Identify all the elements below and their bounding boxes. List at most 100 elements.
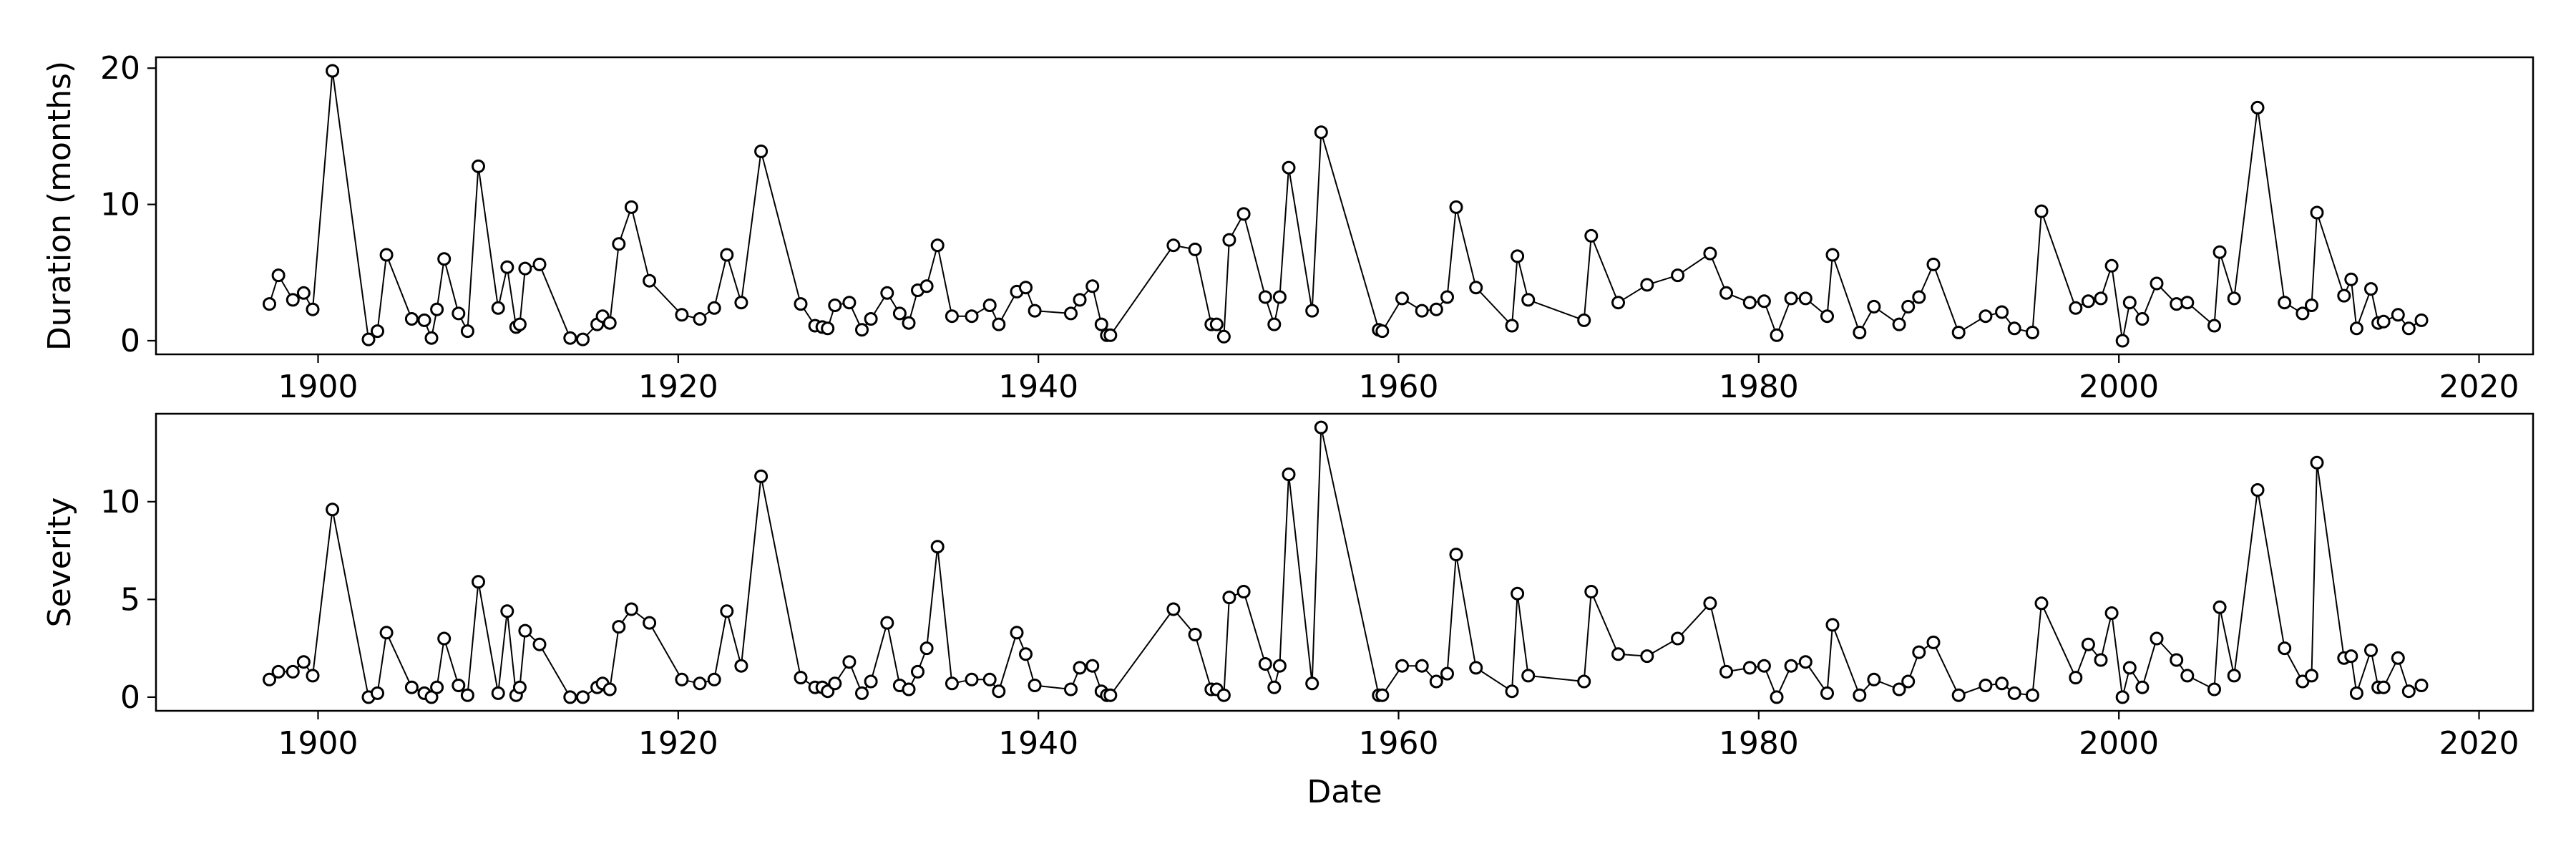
data-point: [864, 312, 878, 326]
x-tick-label: 1960: [1359, 725, 1439, 762]
data-point: [624, 602, 638, 616]
x-tick-label: 1920: [638, 369, 718, 405]
data-point: [532, 257, 547, 271]
data-point: [1449, 200, 1463, 214]
data-point: [693, 312, 707, 326]
data-point: [2104, 258, 2119, 273]
data-point: [1784, 659, 1798, 673]
data-point: [430, 680, 444, 694]
data-point: [1577, 313, 1591, 327]
data-point: [1770, 328, 1784, 342]
data-point: [1798, 655, 1813, 669]
data-point: [1216, 329, 1231, 344]
data-point: [1188, 628, 1202, 641]
data-point: [2025, 688, 2039, 702]
data-point: [675, 672, 689, 686]
data-point: [1103, 688, 1118, 702]
data-point: [864, 674, 878, 689]
data-point: [437, 631, 452, 646]
data-point: [2170, 653, 2184, 667]
data-point: [1901, 299, 1916, 314]
data-point: [2227, 669, 2241, 683]
y-tick-label: 20: [100, 50, 140, 87]
data-point: [2122, 296, 2137, 310]
data-point: [1258, 657, 1272, 671]
data-point: [286, 293, 300, 307]
data-point: [326, 64, 340, 78]
data-point: [1742, 661, 1757, 675]
data-point: [2135, 680, 2150, 694]
data-point: [2180, 296, 2195, 310]
data-point: [1395, 291, 1409, 306]
data-point: [1019, 647, 1033, 661]
data-point: [624, 200, 638, 214]
data-point: [460, 688, 474, 702]
data-point: [911, 664, 924, 679]
data-point: [306, 669, 320, 683]
data-point: [2150, 276, 2164, 291]
y-tick-label: 0: [120, 679, 140, 716]
data-point: [1703, 596, 1717, 611]
data-point: [1742, 296, 1757, 310]
data-point: [1979, 679, 1993, 692]
data-point: [734, 296, 748, 310]
data-point: [1236, 585, 1251, 598]
data-point: [1719, 286, 1733, 300]
data-point: [855, 686, 869, 700]
data-point: [2150, 631, 2164, 646]
data-point: [286, 664, 300, 679]
data-point: [452, 679, 466, 692]
data-point: [1511, 586, 1525, 601]
data-point: [2207, 682, 2221, 697]
data-point: [965, 309, 979, 324]
data-point: [576, 332, 590, 346]
x-tick-label: 2000: [2079, 725, 2159, 762]
data-point: [2212, 600, 2227, 614]
data-point: [563, 331, 577, 345]
data-point: [1073, 661, 1087, 675]
data-point: [1577, 674, 1591, 689]
data-point: [1166, 602, 1181, 616]
data-point: [2115, 334, 2129, 348]
data-point: [2349, 686, 2363, 700]
data-point: [1019, 281, 1033, 295]
y-axis-label: Severity: [42, 498, 78, 628]
data-point: [1085, 659, 1100, 673]
data-point: [1867, 299, 1881, 314]
data-point: [1282, 467, 1296, 482]
data-point: [1216, 688, 1231, 702]
data-point: [2344, 649, 2358, 664]
data-point: [693, 676, 707, 691]
x-axis-label: Date: [1307, 774, 1382, 810]
data-point: [828, 676, 842, 691]
y-axis-label: Duration (months): [42, 61, 78, 351]
data-point: [675, 308, 689, 322]
data-point: [437, 252, 452, 266]
data-point: [902, 316, 916, 330]
data-point: [417, 313, 431, 327]
data-point: [576, 690, 590, 704]
data-point: [2364, 282, 2378, 296]
data-point: [2344, 272, 2358, 286]
data-point: [2025, 326, 2039, 339]
data-point: [2212, 245, 2227, 259]
data-point: [2391, 651, 2405, 665]
data-point: [707, 672, 721, 686]
data-point: [1449, 548, 1463, 562]
data-point: [794, 297, 808, 311]
data-point: [2414, 679, 2429, 692]
data-point: [930, 540, 945, 554]
x-tick-label: 1900: [278, 369, 358, 405]
data-point: [2305, 299, 2318, 312]
data-point: [1892, 682, 1906, 697]
data-point: [754, 469, 769, 483]
data-point: [1282, 160, 1296, 175]
data-point: [1236, 207, 1251, 221]
data-point: [532, 637, 547, 651]
data-point: [1611, 647, 1625, 661]
data-point: [2337, 288, 2351, 303]
data-point: [500, 604, 514, 618]
data-point: [326, 503, 340, 517]
data-point: [371, 324, 384, 339]
data-point: [518, 261, 532, 276]
